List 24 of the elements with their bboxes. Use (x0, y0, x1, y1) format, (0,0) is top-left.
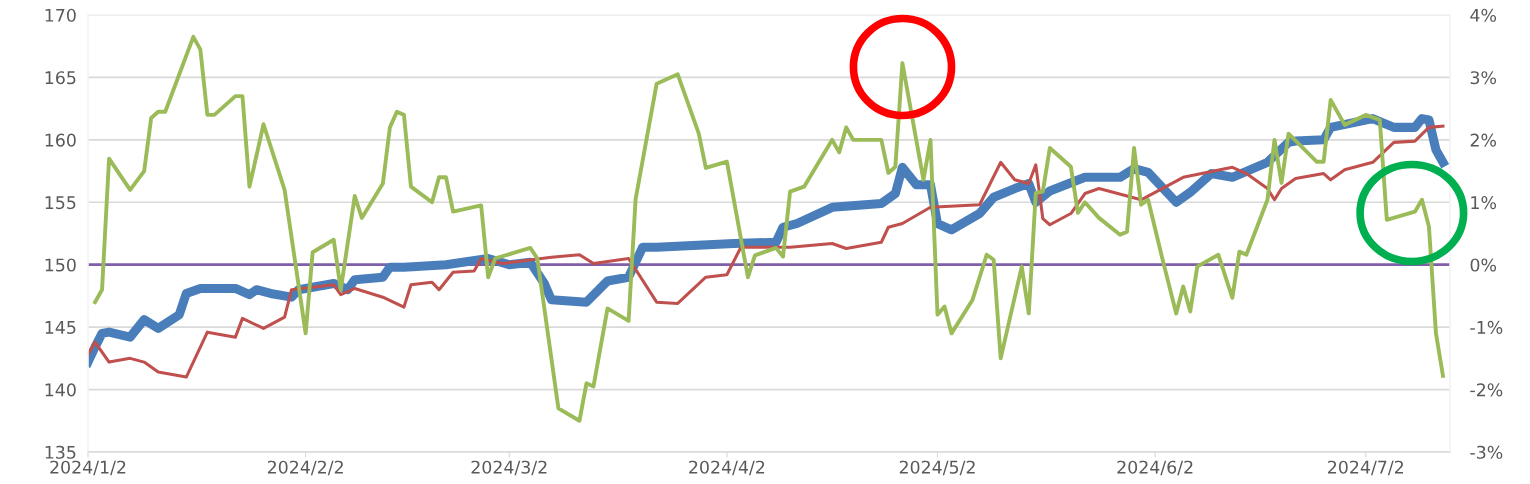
y-tick-label: 140 (45, 383, 76, 397)
y-tick-label: 170 (45, 8, 76, 22)
y-tick-label: 135 (45, 445, 76, 459)
line-series (93, 34, 1445, 423)
y-tick-label: 160 (45, 133, 76, 147)
x-tick-label: 2024/6/2 (1117, 460, 1193, 476)
y2-tick-label: 4% (1470, 8, 1497, 22)
y2-tick-label: -2% (1470, 383, 1503, 397)
x-tick-label: 2024/5/2 (899, 460, 975, 476)
y2-tick-label: 1% (1471, 196, 1497, 210)
y-tick-label: 150 (45, 258, 76, 272)
y2-tick-label: 0% (1470, 258, 1497, 272)
y2-tick-label: -3% (1470, 445, 1503, 459)
x-tick-label: 2024/1/2 (50, 460, 126, 476)
y2-tick-label: -1% (1470, 320, 1503, 334)
y2-tick-label: 2% (1470, 133, 1497, 147)
x-tick-label: 2024/3/2 (471, 460, 547, 476)
x-tick-label: 2024/7/2 (1328, 460, 1403, 476)
y2-tick-label: 3% (1470, 71, 1497, 85)
y-tick-label: 165 (45, 71, 76, 85)
y-tick-label: 145 (45, 321, 76, 334)
y-tick-label: 155 (45, 196, 76, 210)
x-tick-label: 2024/4/2 (689, 460, 765, 476)
x-tick-label: 2024/2/2 (267, 460, 343, 476)
